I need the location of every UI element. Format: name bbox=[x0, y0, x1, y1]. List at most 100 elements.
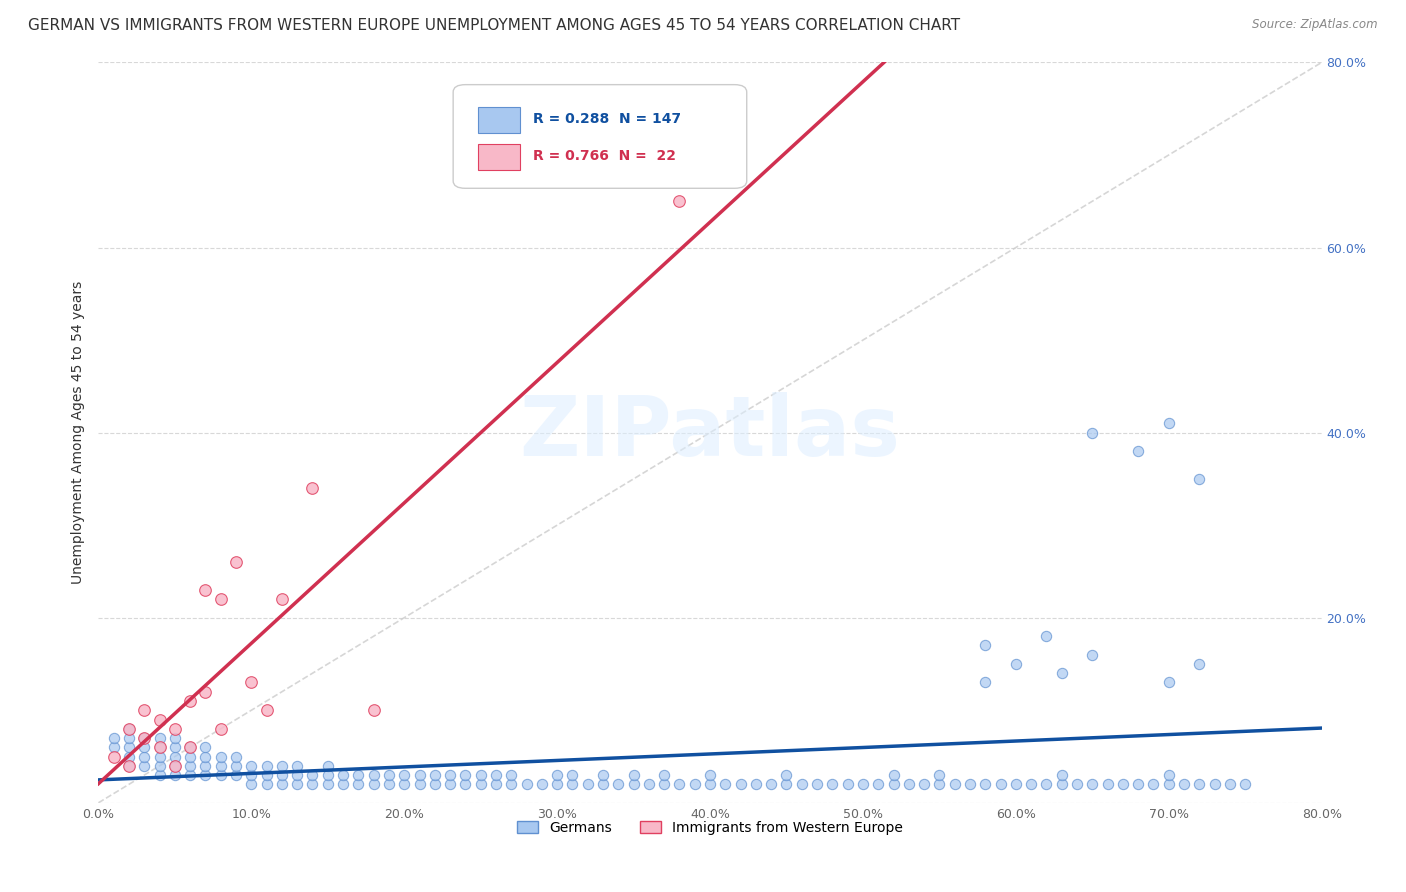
Point bbox=[163, 758, 186, 772]
Point bbox=[1081, 648, 1104, 662]
Point bbox=[1066, 777, 1088, 791]
Point bbox=[1188, 472, 1211, 486]
Point bbox=[974, 777, 997, 791]
Point bbox=[347, 768, 370, 782]
Point bbox=[730, 777, 752, 791]
Point bbox=[118, 758, 141, 772]
Point bbox=[240, 758, 263, 772]
Point bbox=[974, 639, 997, 653]
Point bbox=[209, 722, 232, 736]
Point bbox=[561, 777, 583, 791]
Point bbox=[530, 777, 553, 791]
Point bbox=[194, 768, 217, 782]
Point bbox=[897, 777, 920, 791]
Point bbox=[270, 777, 292, 791]
Point bbox=[974, 675, 997, 690]
Point bbox=[592, 777, 614, 791]
Point bbox=[501, 768, 523, 782]
Point bbox=[209, 749, 232, 764]
Point bbox=[163, 749, 186, 764]
Point bbox=[652, 777, 675, 791]
Point bbox=[821, 777, 844, 791]
Point bbox=[240, 675, 263, 690]
Point bbox=[592, 768, 614, 782]
Point bbox=[134, 703, 156, 717]
Point bbox=[316, 758, 339, 772]
Point bbox=[1157, 675, 1180, 690]
Point bbox=[225, 749, 247, 764]
Point bbox=[1157, 768, 1180, 782]
Point bbox=[285, 768, 308, 782]
Point bbox=[806, 777, 828, 791]
Point bbox=[134, 731, 156, 745]
Point bbox=[149, 749, 172, 764]
Point bbox=[668, 777, 690, 791]
Point bbox=[837, 777, 859, 791]
Point bbox=[1128, 444, 1150, 458]
Point bbox=[363, 768, 385, 782]
Point bbox=[790, 777, 813, 791]
Point bbox=[852, 777, 875, 791]
Point bbox=[561, 768, 583, 782]
Point bbox=[118, 722, 141, 736]
Point bbox=[408, 768, 430, 782]
Point bbox=[163, 768, 186, 782]
Point bbox=[652, 768, 675, 782]
Point bbox=[103, 731, 125, 745]
Point bbox=[134, 758, 156, 772]
Point bbox=[240, 777, 263, 791]
Point bbox=[1157, 417, 1180, 431]
Point bbox=[225, 555, 247, 569]
Point bbox=[1234, 777, 1257, 791]
Point bbox=[775, 777, 797, 791]
Point bbox=[194, 740, 217, 755]
Point bbox=[194, 582, 217, 597]
Point bbox=[423, 768, 446, 782]
Point bbox=[1004, 777, 1026, 791]
Point bbox=[1157, 777, 1180, 791]
Point bbox=[668, 194, 690, 209]
Bar bbox=[478, 144, 520, 169]
Point bbox=[1142, 777, 1164, 791]
Point bbox=[103, 740, 125, 755]
Point bbox=[225, 758, 247, 772]
Point bbox=[470, 768, 492, 782]
Point bbox=[149, 758, 172, 772]
Point bbox=[149, 713, 172, 727]
Point bbox=[225, 768, 247, 782]
Point bbox=[179, 768, 201, 782]
Point bbox=[943, 777, 966, 791]
Point bbox=[194, 758, 217, 772]
Point bbox=[363, 777, 385, 791]
Point bbox=[118, 740, 141, 755]
Point bbox=[163, 758, 186, 772]
Point bbox=[1204, 777, 1226, 791]
Point bbox=[179, 740, 201, 755]
Point bbox=[637, 777, 661, 791]
FancyBboxPatch shape bbox=[453, 85, 747, 188]
Point bbox=[699, 777, 721, 791]
Point bbox=[149, 740, 172, 755]
Point bbox=[209, 758, 232, 772]
Point bbox=[546, 768, 568, 782]
Text: GERMAN VS IMMIGRANTS FROM WESTERN EUROPE UNEMPLOYMENT AMONG AGES 45 TO 54 YEARS : GERMAN VS IMMIGRANTS FROM WESTERN EUROPE… bbox=[28, 18, 960, 33]
Point bbox=[470, 777, 492, 791]
Point bbox=[179, 694, 201, 708]
Point bbox=[883, 777, 905, 791]
Point bbox=[1097, 777, 1119, 791]
Point bbox=[332, 777, 354, 791]
Point bbox=[546, 777, 568, 791]
Point bbox=[163, 740, 186, 755]
Text: ZIPatlas: ZIPatlas bbox=[520, 392, 900, 473]
Point bbox=[928, 768, 950, 782]
Point bbox=[408, 777, 430, 791]
Point bbox=[990, 777, 1012, 791]
Bar bbox=[478, 107, 520, 133]
Point bbox=[868, 777, 890, 791]
Point bbox=[347, 777, 370, 791]
Point bbox=[194, 685, 217, 699]
Point bbox=[501, 777, 523, 791]
Point bbox=[1112, 777, 1135, 791]
Point bbox=[1081, 425, 1104, 440]
Point bbox=[149, 731, 172, 745]
